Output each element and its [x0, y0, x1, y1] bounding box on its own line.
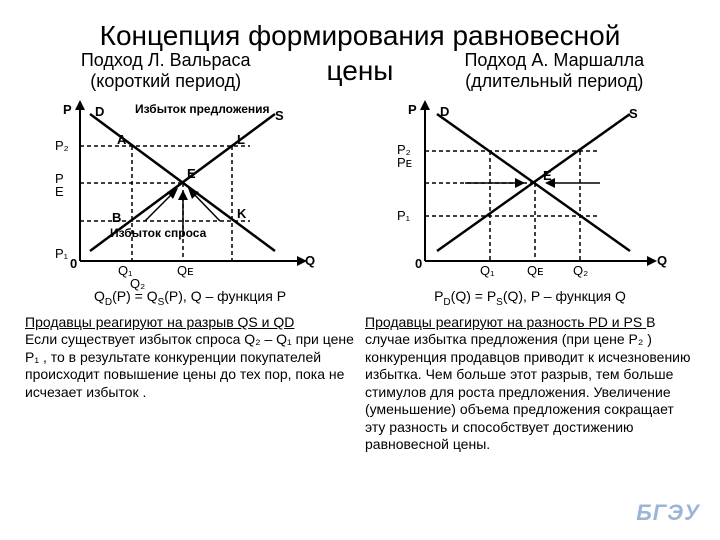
r-axis-q: Q — [657, 253, 667, 268]
label-a: A — [117, 132, 126, 147]
label-k: K — [237, 206, 246, 221]
left-body: Продавцы реагируют на разрыв QS и QD Есл… — [25, 314, 355, 402]
left-column: P Q D S Избыток предложения Избыток спро… — [25, 96, 355, 454]
label-q2: Q₂ — [130, 276, 145, 291]
subtitle-left: Подход Л. Вальраса (короткий период) — [25, 50, 306, 92]
label-l: L — [237, 132, 245, 147]
axis-p: P — [63, 102, 72, 117]
axis-q: Q — [305, 253, 315, 268]
left-underline: Продавцы реагируют на разрыв QS и QD — [25, 314, 294, 330]
r-label-e: E — [543, 168, 552, 183]
rf-d: S — [496, 297, 503, 308]
label-qe: Qᴇ — [177, 263, 193, 278]
label-surplus: Избыток предложения — [135, 102, 270, 116]
subtitle-right: Подход А. Маршалла (длительный период) — [414, 50, 695, 92]
label-d: D — [95, 104, 104, 119]
rf-e: (Q), P – функция Q — [503, 288, 626, 304]
rf-c: (Q) = P — [451, 288, 497, 304]
r-q2: Q₂ — [573, 263, 588, 278]
label-e: E — [187, 166, 196, 181]
r-label-s: S — [629, 106, 638, 121]
subtitle-row: Подход Л. Вальраса (короткий период) цен… — [25, 50, 695, 92]
f-a: Q — [94, 288, 105, 304]
right-formula: PD(Q) = PS(Q), P – функция Q — [365, 288, 695, 308]
r-p1: P₁ — [397, 208, 410, 223]
title-center: цены — [327, 55, 394, 87]
f-b: D — [105, 297, 112, 308]
right-body: Продавцы реагируют на разность PD и PS В… — [365, 314, 695, 454]
subtitle-right-2: (длительный период) — [465, 71, 643, 91]
r-pe: Pᴇ — [397, 155, 412, 170]
subtitle-right-1: Подход А. Маршалла — [464, 50, 644, 70]
right-underline: Продавцы реагируют на разность PD и PS — [365, 314, 646, 330]
r-qe: Qᴇ — [527, 263, 543, 278]
title-center-text: цены — [327, 55, 394, 86]
columns: P Q D S Избыток предложения Избыток спро… — [25, 96, 695, 454]
right-rest: В случае избытка предложения (при цене P… — [365, 314, 691, 453]
r-q1: Q₁ — [480, 263, 495, 278]
watermark: БГЭУ — [636, 500, 700, 526]
f-e: (P), Q – функция P — [164, 288, 286, 304]
subtitle-left-2: (короткий период) — [90, 71, 241, 91]
r-label-d: D — [440, 104, 449, 119]
label-s: S — [275, 108, 284, 123]
title-line-1: Концепция формирования равновесной — [25, 20, 695, 52]
label-b: B — [112, 210, 121, 225]
left-rest: Если существует избыток спроса Q₂ – Q₁ п… — [25, 331, 354, 400]
label-deficit: Избыток спроса — [110, 226, 206, 240]
rf-b: D — [443, 297, 450, 308]
subtitle-left-1: Подход Л. Вальраса — [81, 50, 251, 70]
left-diagram: P Q D S Избыток предложения Избыток спро… — [25, 96, 355, 286]
label-p1: P₁ — [55, 246, 68, 261]
label-p2: P₂ — [55, 138, 69, 153]
left-formula: QD(P) = QS(P), Q – функция P — [25, 288, 355, 308]
label-pe-bot: E — [55, 184, 64, 199]
right-diagram: P Q D S E P₂ Pᴇ P₁ Q₁ Qᴇ Q₂ 0 — [365, 96, 695, 286]
right-column: P Q D S E P₂ Pᴇ P₁ Q₁ Qᴇ Q₂ 0 PD(Q) = PS… — [365, 96, 695, 454]
r-axis-p: P — [408, 102, 417, 117]
title-text: Концепция формирования равновесной — [100, 20, 621, 51]
